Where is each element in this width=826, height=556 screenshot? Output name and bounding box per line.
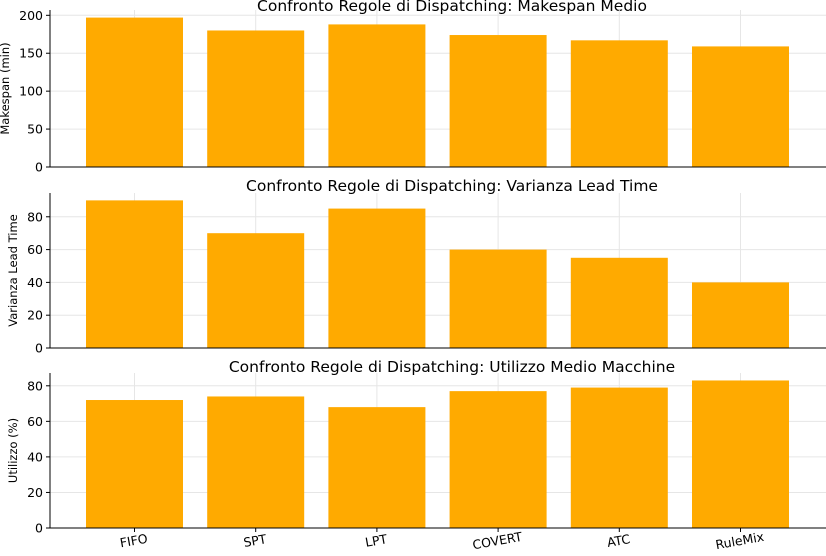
y-tick-label: 60	[27, 414, 43, 429]
chart-title: Confronto Regole di Dispatching: Varianz…	[246, 177, 658, 195]
bar-rulemix	[692, 46, 789, 168]
y-tick-label: 50	[27, 122, 43, 137]
bar-atc	[570, 387, 668, 528]
bar-covert	[449, 249, 547, 348]
x-tick-label: RuleMix	[714, 529, 765, 552]
y-tick-label: 80	[27, 378, 43, 393]
chart-panel-1: Confronto Regole di Dispatching: Makespa…	[0, 0, 826, 175]
y-tick-label: 150	[19, 46, 43, 61]
bar-spt	[207, 30, 305, 168]
bar-atc	[570, 40, 668, 167]
bar-fifo	[86, 17, 183, 168]
x-tick-label: ATC	[606, 531, 632, 550]
x-tick-label: SPT	[242, 531, 268, 550]
bar-covert	[449, 391, 547, 528]
y-axis-label: Varianza Lead Time	[6, 214, 20, 326]
y-tick-label: 0	[35, 160, 43, 175]
y-tick-label: 20	[27, 308, 43, 323]
bar-rulemix	[692, 282, 789, 348]
chart-title: Confronto Regole di Dispatching: Makespa…	[257, 0, 647, 15]
y-tick-label: 60	[27, 242, 43, 257]
y-tick-label: 40	[27, 275, 43, 290]
y-axis-label: Makespan (min)	[0, 42, 12, 134]
bar-lpt	[328, 208, 426, 348]
y-tick-label: 0	[35, 521, 43, 536]
chart-panel-2: Confronto Regole di Dispatching: Varianz…	[6, 177, 826, 356]
y-tick-label: 0	[35, 341, 43, 356]
y-tick-label: 80	[27, 209, 43, 224]
bar-lpt	[328, 407, 426, 528]
x-tick-label: FIFO	[119, 531, 149, 551]
bar-fifo	[86, 400, 183, 528]
bar-lpt	[328, 24, 426, 167]
y-tick-label: 40	[27, 449, 43, 464]
x-tick-label: LPT	[364, 531, 389, 550]
bar-spt	[207, 233, 305, 348]
bar-rulemix	[692, 380, 789, 528]
x-tick-label: COVERT	[471, 529, 523, 552]
bar-fifo	[86, 200, 183, 348]
y-axis-label: Utilizzo (%)	[6, 418, 20, 483]
y-tick-label: 200	[19, 8, 43, 23]
chart-title: Confronto Regole di Dispatching: Utilizz…	[229, 358, 675, 376]
y-tick-label: 20	[27, 485, 43, 500]
bar-covert	[449, 35, 547, 167]
bar-spt	[207, 396, 305, 528]
chart-panel-3: Confronto Regole di Dispatching: Utilizz…	[6, 358, 826, 552]
y-tick-label: 100	[19, 84, 43, 99]
bar-atc	[570, 257, 668, 348]
